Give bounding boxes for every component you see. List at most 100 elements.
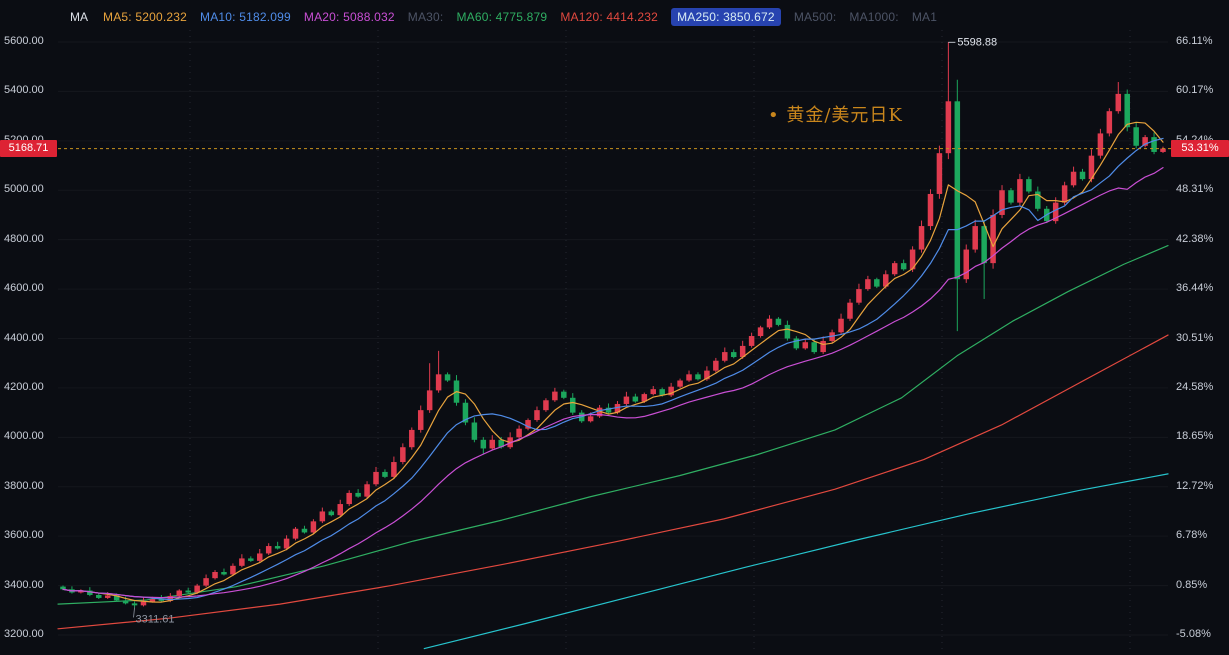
price-annotation: 5598.88: [957, 36, 997, 48]
candle: [918, 220, 925, 253]
candle: [981, 219, 987, 299]
candle: [140, 597, 147, 607]
legend-item-ma20[interactable]: MA20: 5088.032: [303, 10, 395, 24]
candle: [686, 370, 692, 382]
candle: [1133, 122, 1139, 149]
candle: [784, 320, 791, 341]
candle: [543, 398, 549, 412]
candle: [802, 338, 809, 350]
candle: [838, 313, 844, 335]
candle: [730, 349, 737, 359]
candle: [757, 325, 764, 338]
candle: [1106, 108, 1113, 137]
instrument-watermark: • 黄金/美元日K: [768, 105, 903, 126]
candle: [963, 244, 970, 283]
candle: [176, 589, 183, 598]
candle: [355, 489, 361, 498]
candle: [1026, 176, 1032, 194]
candle: [400, 443, 406, 465]
candle: [239, 554, 245, 568]
legend-item-ma30[interactable]: MA30:: [407, 10, 444, 24]
legend-item-ma1000[interactable]: MA1000:: [849, 10, 899, 24]
candle: [1070, 166, 1077, 188]
candle: [865, 275, 871, 291]
short-ma-lines-layer: [62, 121, 1164, 603]
candle: [462, 399, 469, 426]
candle: [713, 357, 719, 373]
candle: [999, 185, 1005, 219]
candle: [677, 378, 683, 389]
candle: [1008, 188, 1014, 205]
candle: [856, 283, 862, 305]
candle: [945, 42, 952, 160]
candle: [382, 469, 388, 479]
candle: [1061, 181, 1068, 206]
candle: [185, 587, 191, 594]
candle: [972, 219, 978, 253]
candle: [346, 490, 352, 506]
candle: [301, 525, 308, 534]
candle: [552, 387, 558, 402]
candle: [292, 527, 299, 541]
candle: [256, 548, 263, 563]
candle: [409, 427, 415, 450]
candle: [820, 336, 826, 354]
legend-item-ma5[interactable]: MA5: 5200.232: [103, 10, 187, 24]
price-annotation: 3311.61: [136, 613, 175, 625]
candle: [426, 363, 433, 413]
candle: [96, 593, 102, 599]
candle: [936, 145, 943, 199]
candle: [194, 583, 200, 594]
candle: [310, 519, 317, 535]
candle: [230, 563, 236, 577]
candle: [417, 405, 424, 433]
candle: [811, 339, 817, 354]
legend-item-ma250[interactable]: MA250: 3850.672: [671, 8, 781, 26]
legend-item-ma10[interactable]: MA10: 5182.099: [200, 10, 291, 24]
candle: [847, 298, 853, 322]
legend-item-ma1[interactable]: MA1: [911, 10, 938, 24]
candle: [695, 372, 701, 381]
candle: [570, 393, 576, 415]
candle: [453, 375, 460, 406]
candles-layer: [60, 42, 1166, 608]
ma-legend-title: MA: [70, 10, 88, 24]
candle: [1160, 146, 1166, 154]
candle: [364, 481, 370, 499]
candle: [525, 418, 531, 431]
candle: [623, 391, 630, 406]
candle: [927, 189, 934, 231]
candle: [203, 574, 209, 588]
candle: [283, 535, 290, 551]
grid-layer: [58, 30, 1168, 650]
candle: [990, 209, 996, 269]
candle: [265, 543, 272, 555]
candle: [954, 79, 961, 332]
candle: [516, 425, 522, 439]
legend-item-ma120[interactable]: MA120: 4414.232: [560, 10, 659, 24]
candle: [874, 277, 880, 289]
ma-legend-bar: MA MA5: 5200.232 MA10: 5182.099 MA20: 5088…: [70, 8, 937, 26]
annotations-layer: 5598.88 3311.61: [133, 36, 997, 625]
candle: [534, 406, 540, 422]
candle: [221, 568, 227, 576]
candle: [1115, 82, 1122, 114]
candle: [1035, 186, 1041, 212]
current-percent-tag: 53.31%: [1171, 140, 1229, 158]
legend-item-ma60[interactable]: MA60: 4775.879: [456, 10, 548, 24]
candle: [739, 340, 746, 359]
candle: [1142, 134, 1148, 148]
legend-item-ma500[interactable]: MA500:: [793, 10, 837, 24]
candle: [489, 435, 496, 451]
candle: [1017, 173, 1023, 206]
candle: [471, 417, 478, 443]
current-price-tag: 5168.71: [0, 140, 57, 158]
candle: [650, 386, 656, 396]
candle: [274, 541, 281, 550]
candle: [480, 437, 487, 455]
candle: [131, 601, 138, 608]
candle: [444, 372, 451, 382]
candle: [507, 432, 513, 449]
